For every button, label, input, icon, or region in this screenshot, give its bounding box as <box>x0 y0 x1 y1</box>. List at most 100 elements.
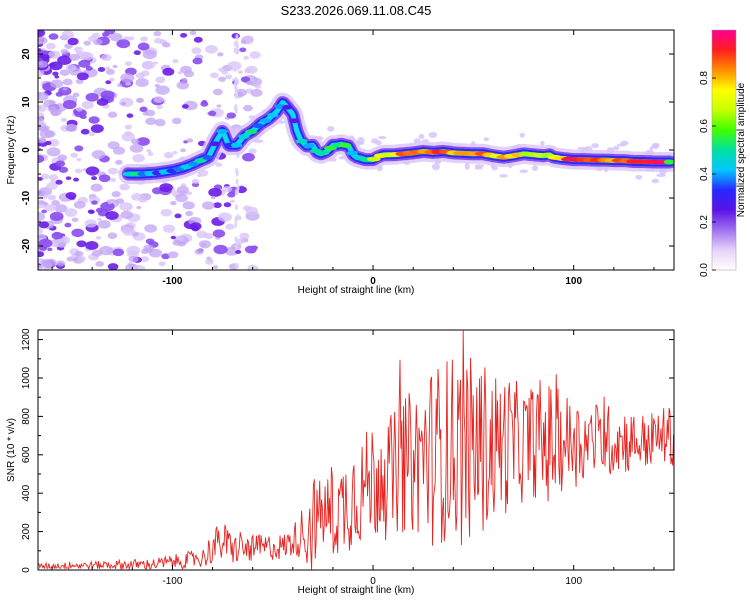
spectrogram-noise-cell <box>38 251 45 258</box>
spectrogram-noise-cell <box>105 210 119 220</box>
spectrogram-plot-area <box>38 30 674 270</box>
snr-frame <box>37 329 675 571</box>
spectrogram-noise-cell <box>62 78 73 86</box>
spectrogram-noise-cell <box>245 65 258 74</box>
spectrogram-noise-cell <box>159 183 173 193</box>
snr-series-line <box>38 330 674 570</box>
spectrogram-noise-cell <box>51 231 64 240</box>
snr-plot-area <box>38 330 674 570</box>
spectrogram-noise-cell <box>45 140 52 146</box>
spectrogram-noise-cell <box>139 106 148 113</box>
spectrogram-noise-cell <box>235 263 239 270</box>
spectrogram-noise-cell <box>56 260 66 267</box>
spectrogram-noise-cell <box>99 245 114 256</box>
spectrogram-noise-cell <box>80 128 90 135</box>
spectrogram-noise-cell <box>129 143 144 153</box>
spectrogram-noise-cell <box>59 69 70 76</box>
snr-y-tick-label: 600 <box>21 446 32 463</box>
spectrogram-noise-cell <box>38 264 44 270</box>
spectrogram-noise-cell <box>38 68 45 77</box>
spectrogram-noise-cell <box>191 47 202 54</box>
spectrogram-noise-cell <box>97 219 111 229</box>
spectrogram-noise-cell <box>213 244 228 255</box>
spectrogram-noise-cell <box>217 212 232 222</box>
spectrogram-noise-cell <box>133 50 141 56</box>
spectrogram-noise-cell <box>65 64 77 72</box>
spectrogram-noise-cell <box>243 205 252 212</box>
ridge-cell <box>663 159 674 165</box>
spectrogram-noise-cell <box>181 104 189 109</box>
spectrogram-noise-cell <box>107 232 118 239</box>
spectrogram-noise-cell <box>226 112 237 119</box>
spectrogram-noise-cell <box>60 49 69 55</box>
spectrogram-noise-cell <box>77 51 90 60</box>
spectrogram-noise-cell <box>98 174 111 183</box>
ridge-cell <box>252 123 264 129</box>
spectrogram-noise-cell <box>222 185 233 193</box>
spectrogram-noise-cell <box>115 198 125 204</box>
spectrogram-noise-cell <box>210 195 216 200</box>
spectrogram-noise-cell <box>91 176 98 181</box>
spectrogram-noise-cell <box>120 210 133 220</box>
spectrogram-noise-cell <box>519 132 525 138</box>
spectrogram-noise-cell <box>50 110 59 116</box>
ridge-cell <box>209 141 221 147</box>
spectrogram-noise-cell <box>236 63 240 70</box>
spectrogram-noise-cell <box>613 145 620 151</box>
colorbar-tick-label: 0.8 <box>699 71 710 85</box>
spectrogram-noise-cell <box>233 66 237 73</box>
spectrogram-noise-cell <box>119 183 130 191</box>
spectrogram-noise-cell <box>105 66 111 70</box>
spectrogram-noise-cell <box>85 92 99 102</box>
spectrogram-noise-cell <box>83 40 92 46</box>
colorbar-tick-label: 0.0 <box>699 263 710 277</box>
spectrogram-noise-cell <box>38 91 49 101</box>
spectrogram-noise-cell <box>51 199 61 206</box>
spectrogram-noise-cell <box>135 72 145 79</box>
spectrogram-noise-cell <box>218 76 227 82</box>
spectrogram-noise-cell <box>88 116 100 124</box>
spectrogram-noise <box>38 30 668 270</box>
spectrogram-noise-cell <box>112 64 118 69</box>
chart-title: S233.2026.069.11.08.C45 <box>281 3 432 18</box>
spectrogram-noise-cell <box>136 137 150 146</box>
spectrogram-y-tick-label: 20 <box>21 48 32 60</box>
spectrogram-noise-cell <box>160 208 173 217</box>
spectrogram-noise-cell <box>38 238 53 248</box>
spectrogram-noise-cell <box>135 78 149 88</box>
spectrogram-noise-cell <box>235 34 239 41</box>
spectrogram-noise-cell <box>91 200 98 205</box>
spectrogram-noise-cell <box>55 160 66 167</box>
spectrogram-noise-cell <box>143 244 155 252</box>
spectrogram-noise-cell <box>78 59 91 68</box>
spectrogram-noise-cell <box>428 131 438 138</box>
ridge-cell <box>346 150 358 156</box>
spectrogram-noise-cell <box>240 40 247 44</box>
spectrogram-noise-cell <box>234 217 238 224</box>
spectrogram-noise-cell <box>73 200 86 209</box>
colorbar-gradient <box>712 30 736 270</box>
spectrogram-noise-cell <box>95 235 102 240</box>
spectrogram-noise-cell <box>418 133 425 140</box>
spectrogram-noise-cell <box>254 84 262 89</box>
spectrogram-noise-cell <box>194 248 204 255</box>
spectrogram-noise-cell <box>65 191 77 200</box>
spectrogram-noise-cell <box>38 104 48 112</box>
spectrogram-noise-cell <box>97 217 103 222</box>
spectrogram-y-tick-label: -10 <box>21 190 32 205</box>
spectrogram-noise-cell <box>206 257 213 262</box>
ridge-cell <box>259 118 272 124</box>
spectrogram-noise-cell <box>90 124 104 134</box>
spectrogram-noise-cell <box>239 47 247 53</box>
ridge-cell <box>367 156 381 162</box>
colorbar-tick-label: 0.4 <box>699 167 710 181</box>
spectrogram-noise-cell <box>234 189 238 196</box>
spectrogram-noise-cell <box>90 183 103 192</box>
spectrogram-noise-cell <box>119 97 134 108</box>
ridge-cell <box>324 145 337 151</box>
snr-y-tick-label: 1000 <box>21 366 32 389</box>
spectrogram-noise-cell <box>84 219 97 228</box>
spectrogram-noise-cell <box>185 210 194 217</box>
spectrogram-noise-cell <box>67 37 79 46</box>
